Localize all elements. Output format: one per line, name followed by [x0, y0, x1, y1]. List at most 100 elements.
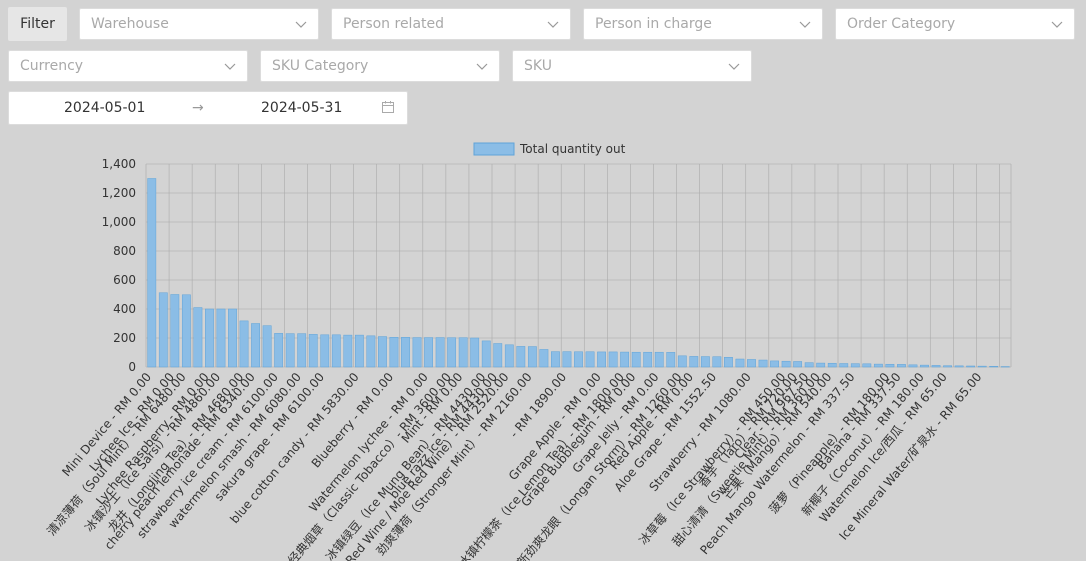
person-in-charge-placeholder: Person in charge [595, 16, 712, 32]
sku-category-select[interactable]: SKU Category [260, 50, 500, 82]
person-in-charge-select[interactable]: Person in charge [583, 8, 823, 40]
bar[interactable] [562, 351, 572, 368]
bar[interactable] [205, 308, 214, 368]
bar[interactable] [677, 355, 687, 368]
date-range-picker[interactable]: 2024-05-01 → 2024-05-31 [8, 91, 408, 125]
warehouse-placeholder: Warehouse [91, 16, 169, 32]
bar[interactable] [343, 334, 353, 368]
y-tick-label: 200 [113, 331, 136, 345]
bar[interactable] [1000, 366, 1010, 368]
bar[interactable] [827, 362, 837, 368]
bar[interactable] [724, 357, 733, 368]
bar[interactable] [481, 340, 491, 368]
bar[interactable] [666, 352, 676, 368]
bar[interactable] [458, 337, 468, 368]
bar[interactable] [966, 365, 976, 368]
y-tick-label: 1,400 [102, 157, 136, 171]
bar[interactable] [285, 333, 295, 368]
bar[interactable] [804, 362, 814, 368]
bar[interactable] [216, 308, 226, 368]
sku-select[interactable]: SKU [512, 50, 752, 82]
bar[interactable] [158, 292, 168, 368]
bar[interactable] [527, 346, 537, 368]
bar[interactable] [331, 334, 341, 368]
end-date[interactable]: 2024-05-31 [261, 100, 343, 116]
bar[interactable] [424, 337, 433, 368]
bar[interactable] [631, 351, 641, 368]
bar[interactable] [412, 337, 422, 368]
bar[interactable] [608, 351, 618, 368]
bar[interactable] [308, 334, 318, 368]
bar[interactable] [989, 366, 999, 368]
bar[interactable] [389, 337, 399, 368]
bar[interactable] [539, 349, 549, 368]
bar[interactable] [251, 323, 260, 368]
bar[interactable] [850, 363, 860, 368]
calendar-icon [382, 101, 394, 113]
bar[interactable] [643, 351, 653, 368]
bar[interactable] [447, 337, 457, 368]
bar[interactable] [170, 294, 180, 368]
bar[interactable] [862, 363, 872, 368]
bar[interactable] [401, 337, 410, 368]
bar[interactable] [747, 359, 756, 368]
chevron-down-icon [547, 21, 559, 28]
bar[interactable] [816, 362, 826, 368]
person-related-select[interactable]: Person related [331, 8, 571, 40]
bar[interactable] [597, 351, 606, 368]
bar[interactable] [181, 294, 191, 368]
warehouse-select[interactable]: Warehouse [79, 8, 319, 40]
start-date[interactable]: 2024-05-01 [64, 100, 146, 116]
bar[interactable] [620, 351, 630, 368]
order-category-select[interactable]: Order Category [835, 8, 1075, 40]
bar[interactable] [504, 344, 514, 368]
bar[interactable] [931, 365, 941, 368]
bar[interactable] [493, 343, 503, 368]
bar[interactable] [954, 365, 964, 368]
bar[interactable] [262, 325, 272, 368]
bar[interactable] [239, 320, 249, 368]
bar[interactable] [781, 360, 791, 368]
bar[interactable] [943, 365, 952, 368]
bar[interactable] [378, 336, 387, 368]
bar[interactable] [758, 359, 768, 368]
bar[interactable] [920, 364, 929, 368]
y-tick-label: 0 [128, 360, 136, 374]
bar[interactable] [885, 363, 895, 368]
bar[interactable] [551, 351, 560, 368]
bar[interactable] [435, 337, 445, 368]
bar[interactable] [193, 307, 203, 368]
bar[interactable] [897, 364, 906, 368]
bar[interactable] [366, 335, 376, 368]
legend-label[interactable]: Total quantity out [519, 142, 626, 156]
bar[interactable] [977, 365, 987, 368]
bar[interactable] [700, 356, 710, 368]
y-tick-label: 1,200 [102, 186, 136, 200]
bar[interactable] [839, 363, 849, 368]
bar[interactable] [908, 364, 918, 368]
filter-button[interactable]: Filter [8, 7, 67, 41]
bar[interactable] [793, 361, 803, 368]
bar[interactable] [712, 356, 722, 368]
bar[interactable] [516, 346, 526, 368]
chevron-down-icon [295, 21, 307, 28]
bar[interactable] [274, 333, 284, 368]
bar[interactable] [735, 358, 745, 368]
bar[interactable] [585, 351, 595, 368]
bar[interactable] [689, 356, 699, 368]
bar[interactable] [470, 337, 480, 368]
sku-placeholder: SKU [524, 58, 552, 74]
bar[interactable] [297, 333, 307, 368]
currency-select[interactable]: Currency [8, 50, 248, 82]
bar[interactable] [770, 360, 779, 368]
chevron-down-icon [1051, 21, 1063, 28]
bar[interactable] [354, 334, 364, 368]
bar[interactable] [320, 334, 330, 368]
bar[interactable] [873, 363, 883, 368]
bar[interactable] [147, 178, 157, 368]
bar[interactable] [574, 351, 583, 368]
bar[interactable] [654, 351, 664, 368]
bar[interactable] [228, 308, 237, 368]
legend-swatch[interactable] [473, 142, 515, 156]
